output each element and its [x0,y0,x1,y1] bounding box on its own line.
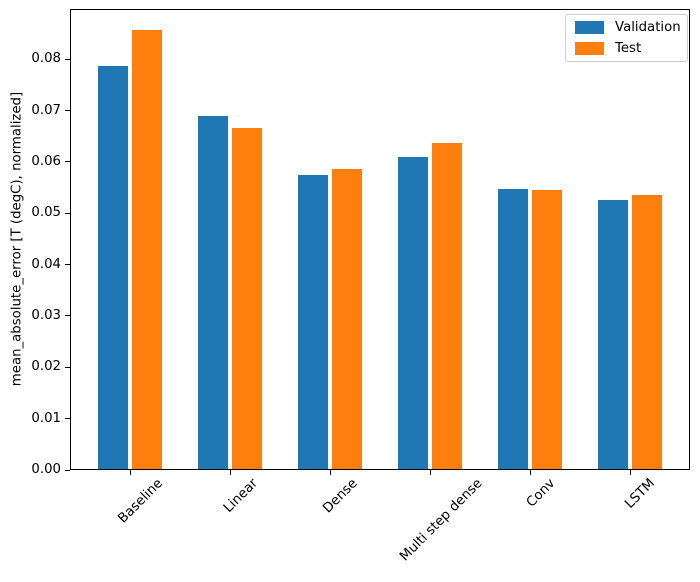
x-tick-label: Linear [220,476,261,516]
x-tick-label: LSTM [622,476,659,512]
legend-label: Validation [615,20,681,36]
x-tick-label: Multi step dense [396,476,485,565]
y-tick-label: 0.01 [31,410,61,426]
bar-validation-baseline [98,66,128,469]
x-tick-mark [629,470,631,475]
x-tick-label: Baseline [115,476,166,527]
y-tick-mark [65,264,70,266]
legend-swatch-test [575,41,604,55]
y-tick-label: 0.06 [31,153,61,169]
legend-row: Test [575,41,678,56]
y-tick-label: 0.08 [31,51,61,67]
legend: Validation Test [565,14,688,62]
bar-validation-linear [198,115,228,469]
y-tick-mark [65,315,70,317]
y-tick-label: 0.05 [31,205,61,221]
y-tick-mark [65,110,70,112]
bar-validation-multi-step-dense [398,157,428,469]
bar-validation-conv [498,189,528,469]
y-tick-label: 0.00 [31,462,61,477]
x-tick-mark [329,470,331,475]
y-tick-mark [65,469,70,471]
bar-test-multi-step-dense [432,143,462,469]
y-tick-label: 0.03 [31,307,61,323]
legend-row: Validation [575,20,681,36]
x-tick-label: Conv [523,476,559,511]
x-tick-mark [429,470,431,475]
y-tick-mark [65,366,70,368]
y-tick-mark [65,418,70,420]
legend-label: Test [615,40,642,56]
bar-test-dense [332,169,362,469]
bar-validation-lstm [598,200,628,469]
legend-swatch-validation [575,21,604,35]
plot-area [70,9,690,470]
x-tick-mark [529,470,531,475]
bar-test-lstm [632,195,662,469]
bar-test-baseline [132,30,162,469]
x-tick-label: Dense [320,476,361,517]
y-tick-label: 0.07 [31,102,61,118]
x-tick-mark [129,470,131,475]
y-tick-label: 0.02 [31,359,61,375]
y-tick-mark [65,161,70,163]
x-tick-mark [229,470,231,475]
y-tick-mark [65,58,70,60]
y-tick-mark [65,212,70,214]
bar-test-conv [532,190,562,469]
bar-validation-dense [298,174,328,469]
bar-test-linear [232,127,262,469]
y-tick-label: 0.04 [31,256,61,272]
y-axis-label: mean_absolute_error [T (degC), normalize… [9,91,25,387]
